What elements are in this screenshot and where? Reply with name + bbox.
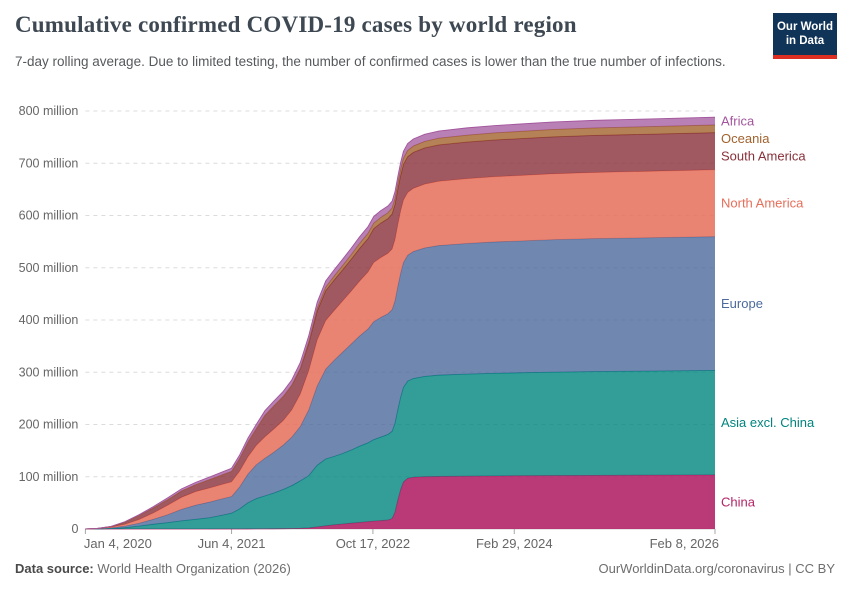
- area-north-america[interactable]: [85, 169, 715, 529]
- data-source-label: Data source:: [15, 561, 94, 576]
- legend-label-africa[interactable]: Africa: [721, 114, 755, 129]
- legend-label-europe[interactable]: Europe: [721, 296, 763, 311]
- y-tick-label-400: 400 million: [19, 313, 79, 327]
- owid-logo-line2: in Data: [785, 35, 825, 48]
- x-tick-label-feb-8-2026: Feb 8, 2026: [650, 536, 719, 551]
- area-asia-excl-china[interactable]: [85, 370, 715, 529]
- area-outline-africa: [85, 116, 716, 530]
- y-tick-label-500: 500 million: [19, 261, 79, 275]
- license-credit[interactable]: OurWorldinData.org/coronavirus | CC BY: [598, 561, 835, 576]
- y-tick-label-200: 200 million: [19, 418, 79, 432]
- area-outline-china: [85, 474, 716, 530]
- y-tick-label-0: 0: [71, 522, 78, 536]
- y-tick-label-600: 600 million: [19, 209, 79, 223]
- area-europe[interactable]: [85, 236, 715, 529]
- legend-label-china[interactable]: China: [721, 494, 756, 509]
- legend-label-north-america[interactable]: North America: [721, 196, 804, 211]
- stacked-area-chart: 0 100 million 200 million 300 million 400 mi…: [19, 104, 815, 551]
- area-outline-oceania: [85, 124, 716, 530]
- area-china[interactable]: [85, 474, 715, 529]
- page-title: Cumulative confirmed COVID-19 cases by w…: [15, 12, 577, 37]
- y-tick-label-300: 300 million: [19, 365, 79, 379]
- legend-label-south-america[interactable]: South America: [721, 149, 806, 164]
- y-tick-label-100: 100 million: [19, 470, 79, 484]
- x-tick-label-jan-4-2020: Jan 4, 2020: [84, 536, 152, 551]
- legend-label-oceania[interactable]: Oceania: [721, 131, 770, 146]
- y-tick-label-700: 700 million: [19, 156, 79, 170]
- x-tick-label-jun-4-2021: Jun 4, 2021: [198, 536, 266, 551]
- data-source: Data source: World Health Organization (…: [15, 561, 291, 576]
- owid-logo[interactable]: Our World in Data: [773, 13, 837, 59]
- chart-subtitle: 7-day rolling average. Due to limited te…: [15, 54, 726, 69]
- legend-label-asia-excl-china[interactable]: Asia excl. China: [721, 415, 815, 430]
- area-outline-europe: [85, 236, 716, 530]
- chart-footer: Data source: World Health Organization (…: [15, 561, 835, 576]
- x-tick-label-feb-29-2024: Feb 29, 2024: [476, 536, 553, 551]
- area-south-america[interactable]: [85, 132, 715, 529]
- x-tick-label-oct-17-2022: Oct 17, 2022: [336, 536, 410, 551]
- y-tick-label-800: 800 million: [19, 104, 79, 118]
- owid-logo-line1: Our World: [776, 21, 833, 33]
- data-source-text: World Health Organization (2026): [97, 561, 291, 576]
